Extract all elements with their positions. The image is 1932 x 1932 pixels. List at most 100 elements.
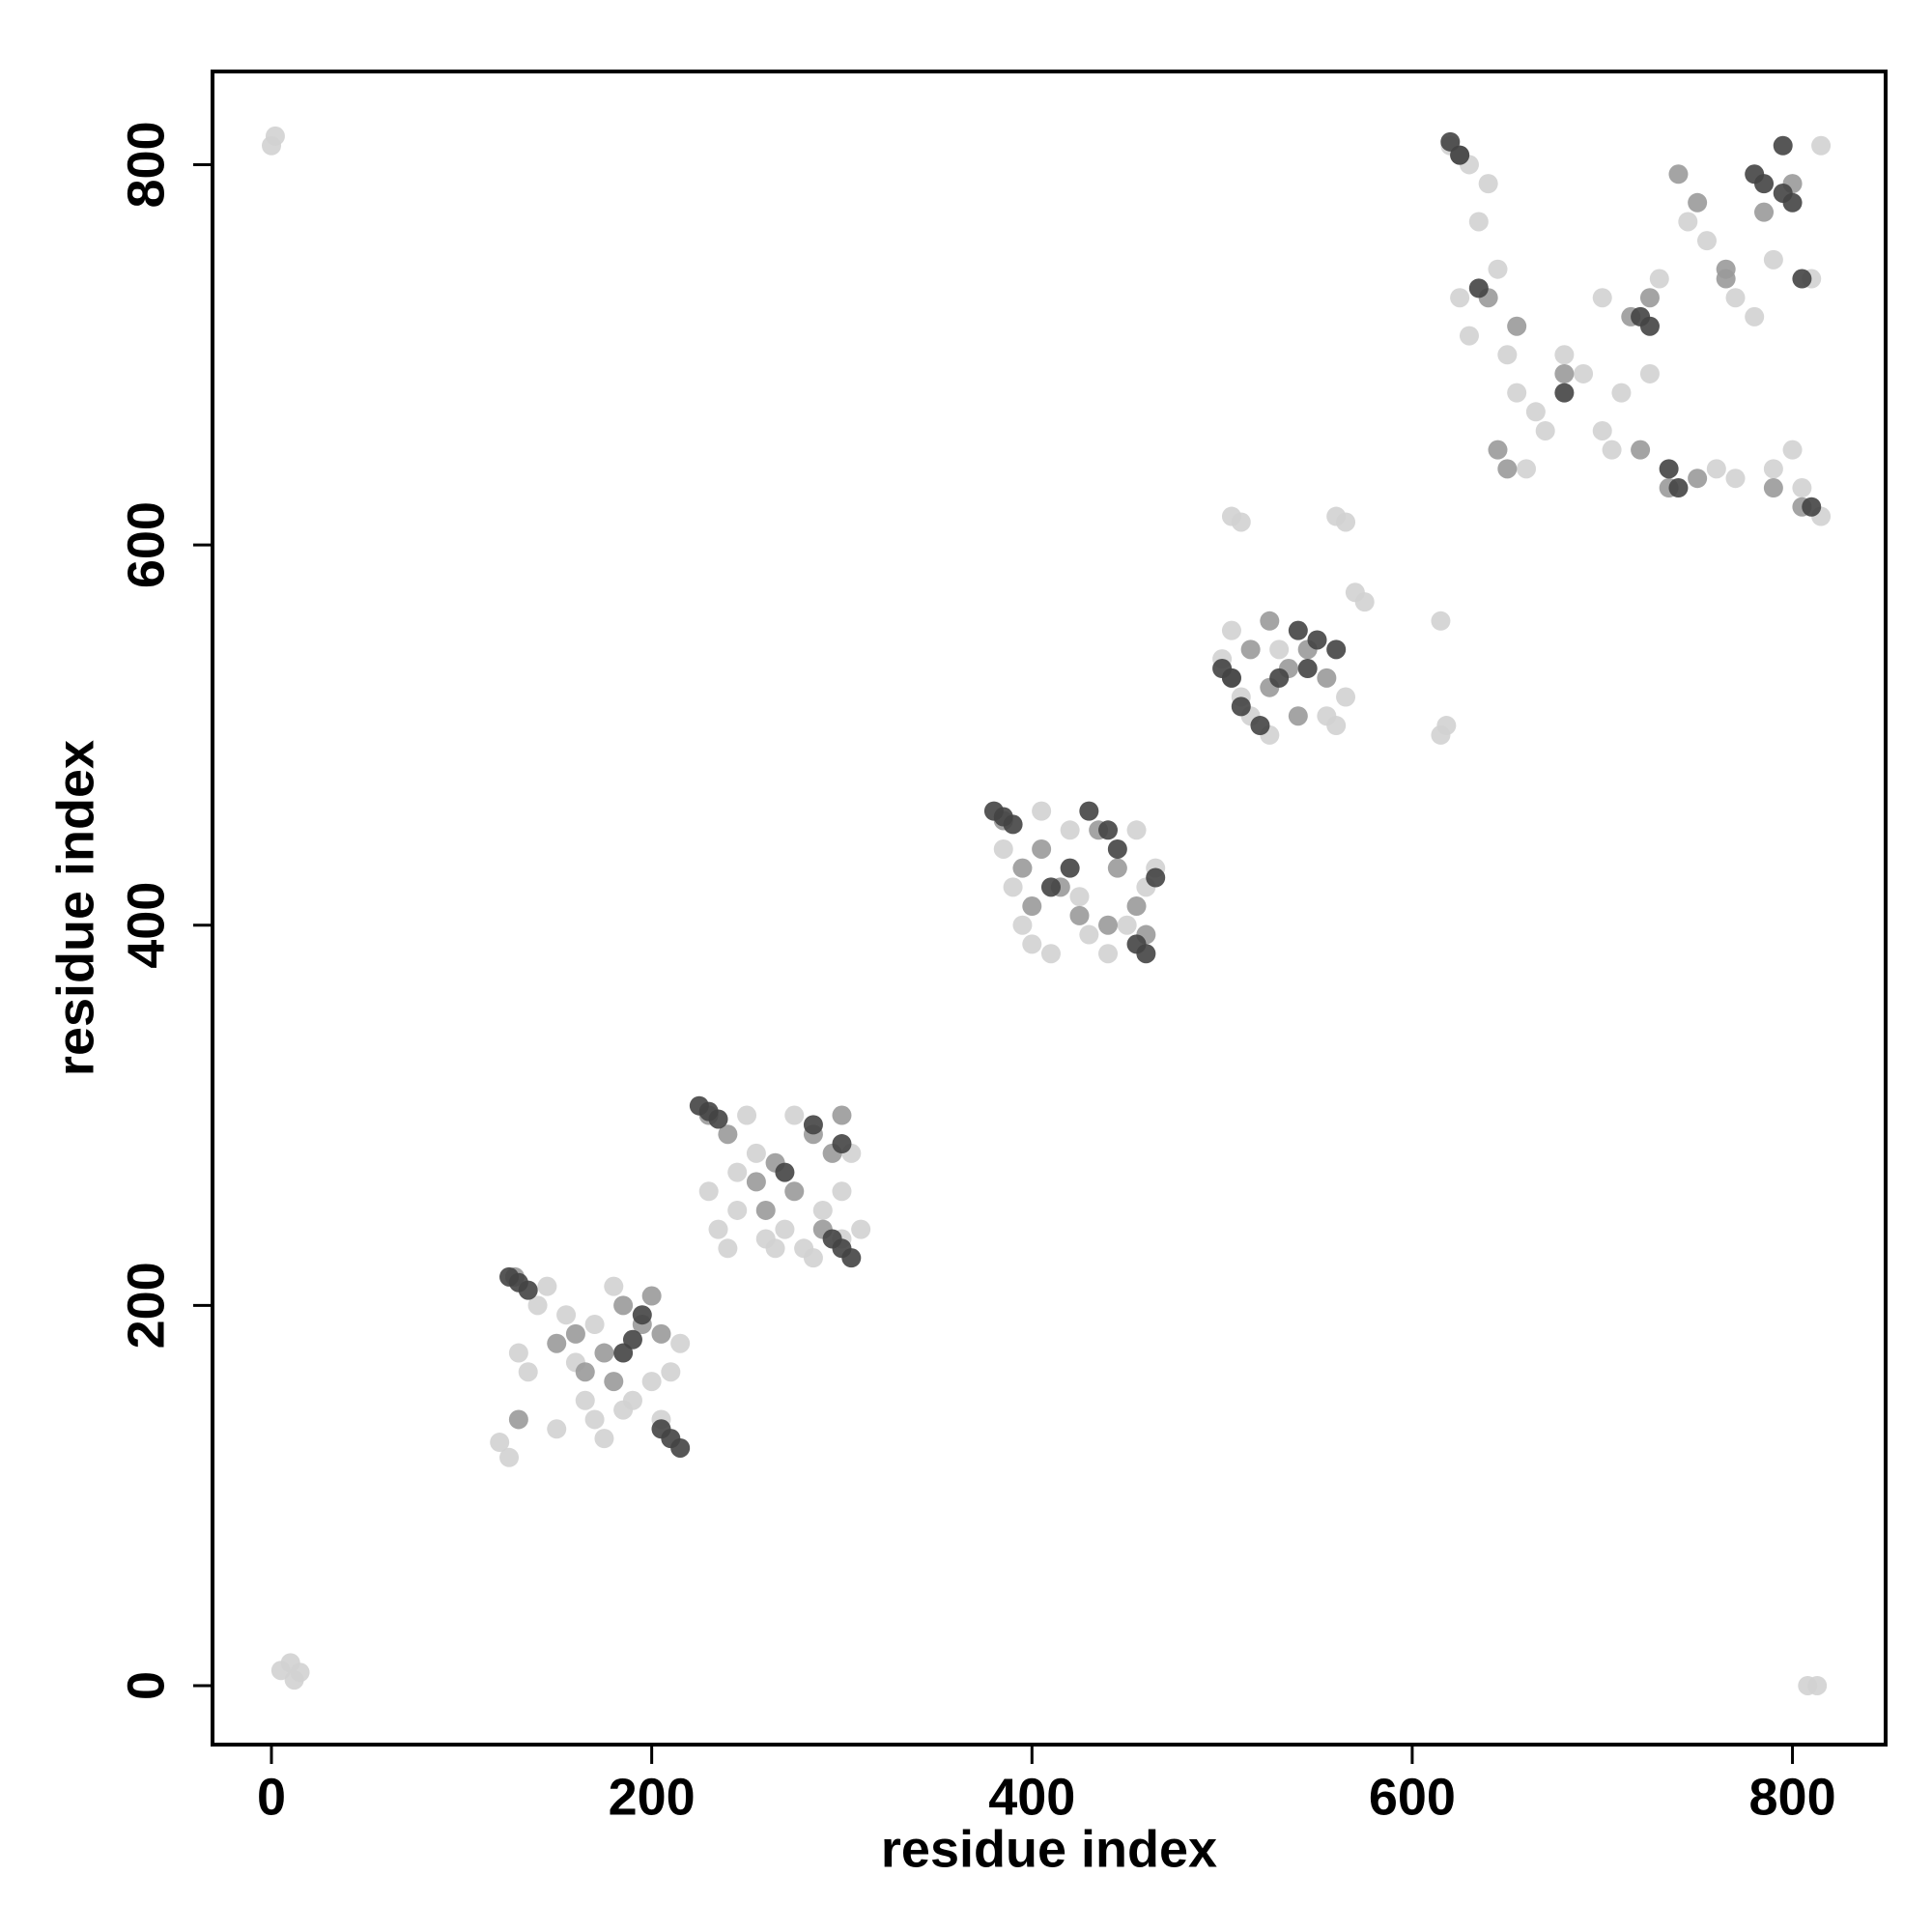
point bbox=[1269, 668, 1290, 688]
point bbox=[1592, 288, 1612, 308]
point bbox=[1763, 459, 1783, 479]
point bbox=[1221, 620, 1241, 640]
plot-frame bbox=[211, 70, 1888, 1747]
point bbox=[556, 1305, 577, 1325]
x-tick-label: 800 bbox=[1749, 1768, 1836, 1826]
x-tick-label: 200 bbox=[609, 1768, 696, 1826]
point bbox=[727, 1200, 748, 1220]
point bbox=[812, 1200, 833, 1220]
point bbox=[784, 1105, 805, 1125]
x-tick-label: 400 bbox=[988, 1768, 1075, 1826]
point bbox=[1468, 278, 1489, 298]
point bbox=[1639, 288, 1660, 308]
point bbox=[613, 1295, 634, 1316]
point bbox=[1060, 820, 1080, 840]
point bbox=[1802, 497, 1822, 517]
point bbox=[575, 1390, 595, 1410]
point bbox=[1060, 858, 1080, 878]
point bbox=[613, 1343, 634, 1363]
point bbox=[718, 1124, 738, 1145]
point bbox=[775, 1162, 795, 1182]
point bbox=[670, 1437, 691, 1458]
point bbox=[651, 1323, 671, 1344]
point bbox=[641, 1372, 662, 1392]
point bbox=[1307, 630, 1327, 650]
point bbox=[1716, 269, 1736, 289]
point bbox=[499, 1447, 520, 1467]
point bbox=[1659, 459, 1679, 479]
point bbox=[613, 1400, 634, 1420]
point bbox=[718, 1238, 738, 1259]
y-tick-label: 800 bbox=[117, 121, 175, 208]
point bbox=[508, 1409, 528, 1430]
point bbox=[1639, 316, 1660, 336]
point bbox=[1554, 345, 1575, 365]
point bbox=[1231, 512, 1251, 532]
point bbox=[518, 1362, 538, 1382]
point bbox=[641, 1286, 662, 1306]
point bbox=[1517, 459, 1537, 479]
point bbox=[594, 1429, 614, 1449]
point bbox=[527, 1295, 548, 1316]
point bbox=[1146, 867, 1166, 888]
y-tick-label: 200 bbox=[117, 1262, 175, 1349]
point bbox=[1336, 512, 1356, 532]
point bbox=[1326, 639, 1347, 660]
point bbox=[1497, 459, 1518, 479]
point bbox=[1525, 402, 1546, 422]
point bbox=[1706, 459, 1726, 479]
point bbox=[508, 1343, 528, 1363]
point bbox=[775, 1219, 795, 1239]
point bbox=[1003, 814, 1023, 835]
point bbox=[1022, 896, 1042, 917]
point bbox=[1811, 135, 1832, 156]
point bbox=[1221, 668, 1241, 688]
point bbox=[1507, 316, 1527, 336]
point bbox=[1602, 440, 1622, 460]
point bbox=[746, 1172, 766, 1192]
point bbox=[737, 1105, 757, 1125]
point bbox=[727, 1162, 748, 1182]
point bbox=[632, 1305, 652, 1325]
point bbox=[1117, 915, 1137, 935]
point bbox=[1592, 420, 1612, 440]
point bbox=[584, 1409, 605, 1430]
point bbox=[1126, 820, 1147, 840]
y-tick-label: 400 bbox=[117, 882, 175, 969]
point bbox=[1668, 164, 1689, 185]
point bbox=[1040, 877, 1061, 897]
point bbox=[1782, 192, 1803, 213]
point bbox=[1336, 687, 1356, 707]
point bbox=[1807, 1675, 1828, 1695]
y-tick-label: 600 bbox=[117, 501, 175, 588]
point bbox=[1107, 838, 1127, 859]
point bbox=[1574, 363, 1594, 384]
point bbox=[1431, 724, 1451, 745]
point bbox=[993, 838, 1013, 859]
point bbox=[851, 1219, 871, 1239]
point bbox=[604, 1372, 624, 1392]
point bbox=[1754, 174, 1775, 194]
point bbox=[1535, 420, 1555, 440]
point bbox=[1126, 896, 1147, 917]
point bbox=[537, 1276, 557, 1296]
point bbox=[698, 1181, 719, 1202]
point bbox=[841, 1248, 862, 1268]
point bbox=[832, 1134, 852, 1154]
point bbox=[1450, 288, 1470, 308]
point bbox=[1696, 231, 1717, 251]
point bbox=[1688, 469, 1708, 489]
point bbox=[604, 1276, 624, 1296]
point bbox=[547, 1333, 567, 1353]
point bbox=[1288, 706, 1308, 726]
point bbox=[1782, 440, 1803, 460]
point bbox=[1488, 259, 1508, 279]
point bbox=[1763, 249, 1783, 270]
point bbox=[1488, 440, 1508, 460]
point bbox=[1326, 716, 1347, 736]
point bbox=[1450, 145, 1470, 165]
point bbox=[1107, 858, 1127, 878]
point bbox=[1754, 202, 1775, 222]
point bbox=[832, 1105, 852, 1125]
